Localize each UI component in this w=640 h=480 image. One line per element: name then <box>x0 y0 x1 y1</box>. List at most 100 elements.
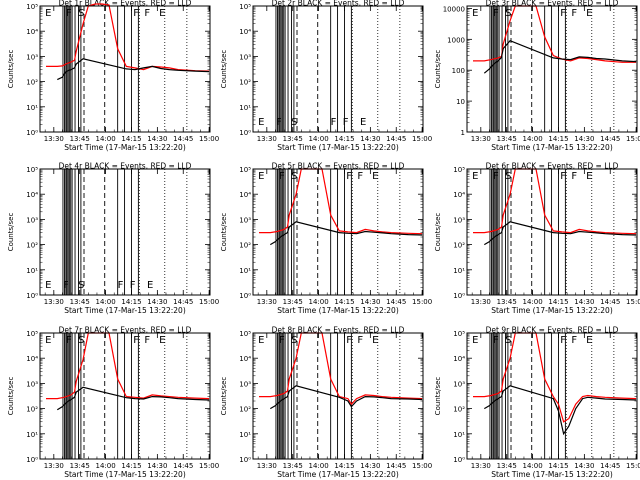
flag-letter: E <box>45 8 51 19</box>
plot-frame <box>39 5 211 133</box>
x-tick-label: 14:00 <box>308 135 328 143</box>
x-tick-label: 14:30 <box>147 462 167 470</box>
plot-frame <box>466 5 638 133</box>
flag-letter: F <box>493 171 499 182</box>
x-tick-label: 14:00 <box>522 298 542 306</box>
flag-letter: F <box>133 8 139 19</box>
y-tick-label: 10⁰ <box>26 292 38 300</box>
flag-letter: E <box>472 8 478 19</box>
y-tick-label: 10¹ <box>26 431 38 439</box>
x-axis-label: Start Time (17-Mar-15 13:22:20) <box>64 306 186 315</box>
y-axis-label: Counts/sec <box>7 50 15 89</box>
x-axis-label: Start Time (17-Mar-15 13:22:20) <box>491 143 613 152</box>
flag-letter: F <box>276 117 282 128</box>
flag-letter: F <box>66 335 72 346</box>
y-tick-label: 10⁵ <box>453 166 465 174</box>
y-tick-label: 10⁰ <box>239 456 251 464</box>
flag-letter: S <box>78 280 84 291</box>
flag-letter: F <box>571 8 577 19</box>
x-tick-label: 14:45 <box>173 298 193 306</box>
x-tick-label: 14:15 <box>548 462 568 470</box>
y-tick-label: 10⁵ <box>239 330 251 338</box>
flag-letter: E <box>159 8 165 19</box>
flag-letter: E <box>159 335 165 346</box>
y-tick-label: 10⁵ <box>239 166 251 174</box>
panel-title: Det 1r BLACK = Events, RED = LLD <box>59 0 192 8</box>
x-axis-label: Start Time (17-Mar-15 13:22:20) <box>277 470 399 479</box>
x-tick-label: 14:00 <box>308 462 328 470</box>
y-tick-label: 10⁴ <box>26 191 38 199</box>
x-tick-label: 14:00 <box>95 462 115 470</box>
x-tick-label: 13:30 <box>44 135 64 143</box>
flag-letter: S <box>291 117 297 128</box>
flag-letter: S <box>291 335 297 346</box>
flag-letter: S <box>505 171 511 182</box>
y-tick-label: 10² <box>453 242 465 250</box>
flag-letter: S <box>291 171 297 182</box>
x-tick-label: 14:00 <box>95 135 115 143</box>
y-tick-label: 100 <box>452 67 465 75</box>
x-tick-label: 14:30 <box>147 135 167 143</box>
y-tick-label: 10⁰ <box>453 292 465 300</box>
y-tick-label: 10 <box>456 98 465 106</box>
x-tick-label: 13:45 <box>283 298 303 306</box>
y-tick-label: 10¹ <box>239 431 251 439</box>
flag-letter: F <box>571 171 577 182</box>
x-tick-label: 14:15 <box>548 298 568 306</box>
y-tick-label: 10⁵ <box>239 3 251 11</box>
plot-frame <box>252 168 424 296</box>
plot-frame <box>252 332 424 460</box>
event-markers <box>275 6 401 132</box>
x-tick-label: 14:45 <box>386 298 406 306</box>
flag-letter: E <box>372 335 378 346</box>
y-axis-label: Counts/sec <box>434 377 442 416</box>
y-tick-label: 10⁰ <box>239 129 251 137</box>
y-tick-label: 10⁴ <box>453 355 465 363</box>
flag-letter: F <box>357 335 363 346</box>
y-axis-label: Counts/sec <box>220 50 228 89</box>
flag-letter: F <box>571 335 577 346</box>
flag-letter: S <box>505 335 511 346</box>
x-tick-label: 13:30 <box>257 462 277 470</box>
x-tick-label: 14:45 <box>386 135 406 143</box>
x-tick-label: 14:15 <box>548 135 568 143</box>
x-tick-label: 13:30 <box>471 135 491 143</box>
plot-frame <box>252 5 424 133</box>
plot-frame <box>466 332 638 460</box>
flag-letter: S <box>78 8 84 19</box>
y-tick-label: 10³ <box>453 380 465 388</box>
x-tick-label: 14:45 <box>600 135 620 143</box>
x-axis-label: Start Time (17-Mar-15 13:22:20) <box>277 143 399 152</box>
flag-letter: F <box>130 280 136 291</box>
x-tick-label: 13:30 <box>257 298 277 306</box>
x-tick-label: 14:45 <box>386 462 406 470</box>
y-tick-label: 10² <box>26 406 38 414</box>
x-tick-label: 13:45 <box>283 462 303 470</box>
y-axis-label: Counts/sec <box>7 377 15 416</box>
x-tick-label: 14:30 <box>360 298 380 306</box>
x-tick-label: 13:45 <box>497 135 517 143</box>
y-tick-label: 10⁰ <box>239 292 251 300</box>
events-series-line <box>57 58 210 81</box>
flag-letter: F <box>560 171 566 182</box>
x-tick-label: 14:30 <box>574 135 594 143</box>
y-tick-label: 10⁴ <box>26 355 38 363</box>
flag-letter: E <box>586 335 592 346</box>
panel-title: Det 2r BLACK = Events, RED = LLD <box>272 0 405 8</box>
flag-letter: E <box>472 171 478 182</box>
y-tick-label: 10000 <box>443 5 465 13</box>
y-tick-label: 10³ <box>453 216 465 224</box>
x-tick-label: 13:45 <box>283 135 303 143</box>
y-tick-label: 10² <box>453 406 465 414</box>
x-tick-label: 14:15 <box>121 462 141 470</box>
x-tick-label: 14:45 <box>600 298 620 306</box>
